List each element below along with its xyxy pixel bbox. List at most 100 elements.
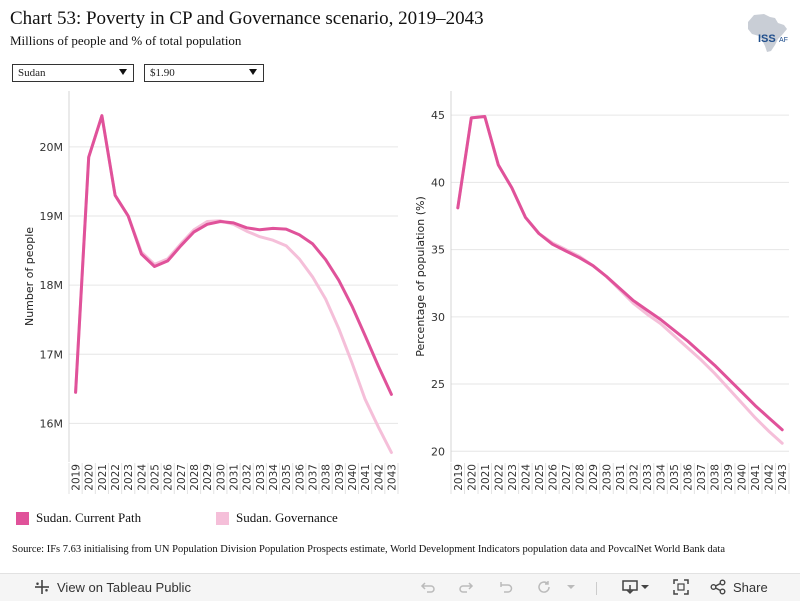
africa-map-icon: ISS AF (748, 14, 788, 52)
x-tick-label: 2026 (163, 464, 175, 491)
y-axis-title: Percentage of population (%) (414, 196, 427, 357)
x-tick-label: 2025 (534, 464, 546, 491)
refresh-button[interactable] (536, 579, 552, 595)
x-tick-label: 2037 (307, 464, 319, 491)
tableau-logo-icon (35, 580, 49, 594)
y-tick-label: 25 (431, 378, 445, 391)
x-tick-label: 2034 (656, 464, 668, 491)
series-line-current-path[interactable] (74, 114, 393, 396)
y-tick-label: 19M (40, 210, 64, 223)
view-on-tableau-link[interactable]: View on Tableau Public (34, 579, 191, 595)
redo-button[interactable] (458, 579, 474, 595)
x-tick-label: 2033 (255, 464, 267, 491)
undo-icon (420, 582, 435, 593)
chevron-down-icon (641, 585, 649, 589)
y-tick-label: 18M (40, 279, 64, 292)
iss-africa-logo[interactable]: ISS AF (742, 12, 790, 54)
series-line-governance[interactable] (74, 114, 393, 454)
y-tick-label: 20M (40, 141, 64, 154)
legend-label-governance: Sudan. Governance (236, 510, 338, 525)
legend-label-current-path: Sudan. Current Path (36, 510, 142, 525)
x-tick-label: 2029 (202, 464, 214, 491)
x-tick-label: 2023 (507, 464, 519, 491)
logo-text: ISS (758, 33, 776, 45)
y-tick-label: 40 (431, 176, 445, 189)
x-tick-label: 2027 (561, 464, 573, 491)
x-tick-label: 2031 (229, 464, 241, 491)
x-tick-label: 2033 (642, 464, 654, 491)
legend-swatch-governance (216, 511, 229, 525)
x-tick-label: 2019 (71, 464, 83, 491)
share-icon (710, 579, 726, 595)
x-tick-label: 2023 (123, 464, 135, 491)
download-button[interactable] (622, 579, 650, 595)
x-tick-label: 2041 (360, 464, 372, 491)
poverty-line-select[interactable]: $1.90 (144, 64, 264, 82)
x-tick-label: 2020 (466, 464, 478, 491)
x-tick-label: 2028 (574, 464, 586, 491)
x-tick-label: 2041 (750, 464, 762, 491)
x-tick-label: 2043 (386, 464, 398, 491)
x-tick-label: 2026 (547, 464, 559, 491)
revert-icon (500, 582, 513, 593)
x-tick-label: 2028 (189, 464, 201, 491)
revert-button[interactable] (498, 579, 514, 595)
x-tick-label: 2019 (453, 464, 465, 491)
x-tick-label: 2036 (294, 464, 306, 491)
x-tick-label: 2024 (520, 464, 532, 491)
x-tick-label: 2029 (588, 464, 600, 491)
x-tick-label: 2027 (176, 464, 188, 491)
share-label: Share (733, 579, 768, 595)
x-tick-label: 2032 (242, 464, 254, 491)
x-tick-label: 2039 (723, 464, 735, 491)
chevron-down-icon (567, 585, 575, 589)
x-tick-label: 2035 (281, 464, 293, 491)
legend-item-governance[interactable]: Sudan. Governance (216, 510, 338, 526)
page-subtitle: Millions of people and % of total popula… (10, 33, 242, 48)
redo-icon (459, 582, 474, 593)
x-tick-label: 2042 (373, 464, 385, 491)
undo-button[interactable] (420, 579, 436, 595)
y-tick-label: 45 (431, 109, 445, 122)
x-tick-label: 2032 (629, 464, 641, 491)
x-tick-label: 2030 (215, 464, 227, 491)
chevron-down-icon (249, 69, 257, 75)
x-tick-label: 2031 (615, 464, 627, 491)
y-tick-label: 17M (40, 348, 64, 361)
refresh-icon (538, 581, 550, 593)
x-tick-label: 2037 (696, 464, 708, 491)
y-tick-label: 20 (431, 445, 445, 458)
toolbar-divider (596, 582, 597, 595)
pause-dropdown[interactable] (566, 579, 576, 595)
source-note: Source: IFs 7.63 initialising from UN Po… (12, 544, 725, 555)
legend-swatch-current-path (16, 511, 29, 525)
view-on-tableau-label: View on Tableau Public (57, 579, 191, 595)
x-tick-label: 2038 (321, 464, 333, 491)
country-select[interactable]: Sudan (12, 64, 134, 82)
legend-item-current-path[interactable]: Sudan. Current Path (16, 510, 141, 526)
x-tick-label: 2030 (601, 464, 613, 491)
series-line-governance[interactable] (456, 115, 784, 445)
x-tick-label: 2040 (347, 464, 359, 491)
x-tick-label: 2021 (97, 464, 109, 491)
download-icon (622, 580, 638, 595)
x-tick-label: 2020 (84, 464, 96, 491)
tableau-toolbar: View on Tableau Public Share (0, 573, 800, 601)
x-tick-label: 2024 (136, 464, 148, 491)
y-tick-label: 30 (431, 311, 445, 324)
fullscreen-button[interactable] (673, 579, 689, 595)
poverty-line-select-value: $1.90 (150, 67, 175, 79)
y-tick-label: 16M (40, 417, 64, 430)
country-select-value: Sudan (18, 67, 46, 79)
y-tick-label: 35 (431, 244, 445, 257)
x-tick-label: 2039 (334, 464, 346, 491)
x-tick-label: 2036 (683, 464, 695, 491)
series-line-current-path[interactable] (456, 115, 784, 432)
logo-suffix: AF (779, 37, 788, 44)
x-tick-label: 2025 (150, 464, 162, 491)
x-tick-label: 2042 (764, 464, 776, 491)
share-button[interactable]: Share (710, 579, 768, 595)
